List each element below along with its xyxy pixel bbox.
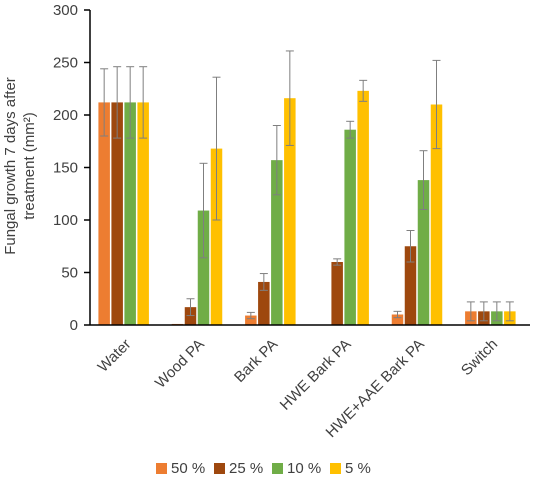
y-tick-label: 300	[53, 2, 78, 19]
bar	[344, 129, 356, 325]
y-tick-label: 200	[53, 107, 78, 124]
bar	[271, 160, 283, 325]
legend-swatch	[214, 463, 225, 474]
bar	[258, 281, 270, 325]
bar	[197, 210, 210, 325]
y-axis-title: Fungal growth 7 days after treatment (mm…	[2, 77, 38, 255]
x-tick-label: Bark PA	[231, 336, 281, 386]
y-axis-title-line-2: treatment (mm²)	[21, 112, 38, 220]
legend-swatch	[156, 463, 167, 474]
y-tick-label: 0	[70, 317, 78, 334]
bar	[98, 102, 110, 326]
bar	[357, 90, 369, 325]
bar	[404, 246, 417, 325]
legend-label: 25 %	[229, 460, 263, 477]
legend-label: 10 %	[287, 460, 321, 477]
y-axis-title-line-1: Fungal growth 7 days after	[2, 77, 19, 255]
bar	[284, 98, 296, 325]
bar	[137, 102, 149, 326]
bar	[124, 102, 136, 326]
legend-label: 50 %	[171, 460, 205, 477]
y-tick-label: 150	[53, 160, 78, 177]
bars-group	[98, 90, 516, 326]
y-tick-label: 50	[61, 265, 78, 282]
legend: 50 % 25 % 10 % 5 %	[156, 460, 371, 477]
x-tick-label: Switch	[458, 336, 501, 379]
y-tick-label: 250	[53, 55, 78, 72]
error-bars-group	[100, 50, 514, 322]
bar	[430, 104, 443, 325]
bar	[331, 262, 343, 325]
x-tick-label: Wood PA	[152, 336, 208, 392]
x-tick-label: Water	[95, 336, 135, 376]
bar	[210, 148, 223, 325]
legend-swatch	[272, 463, 283, 474]
bar	[417, 180, 430, 325]
bar	[184, 307, 197, 325]
x-tick-label: HWE Bark PA	[277, 336, 355, 414]
legend-swatch	[330, 463, 341, 474]
bar	[391, 314, 404, 325]
y-axis: 0 50 100 150 200 250 300	[53, 2, 91, 334]
bar	[245, 315, 257, 325]
bar	[111, 102, 123, 326]
legend-label: 5 %	[345, 460, 371, 477]
y-tick-label: 100	[53, 212, 78, 229]
